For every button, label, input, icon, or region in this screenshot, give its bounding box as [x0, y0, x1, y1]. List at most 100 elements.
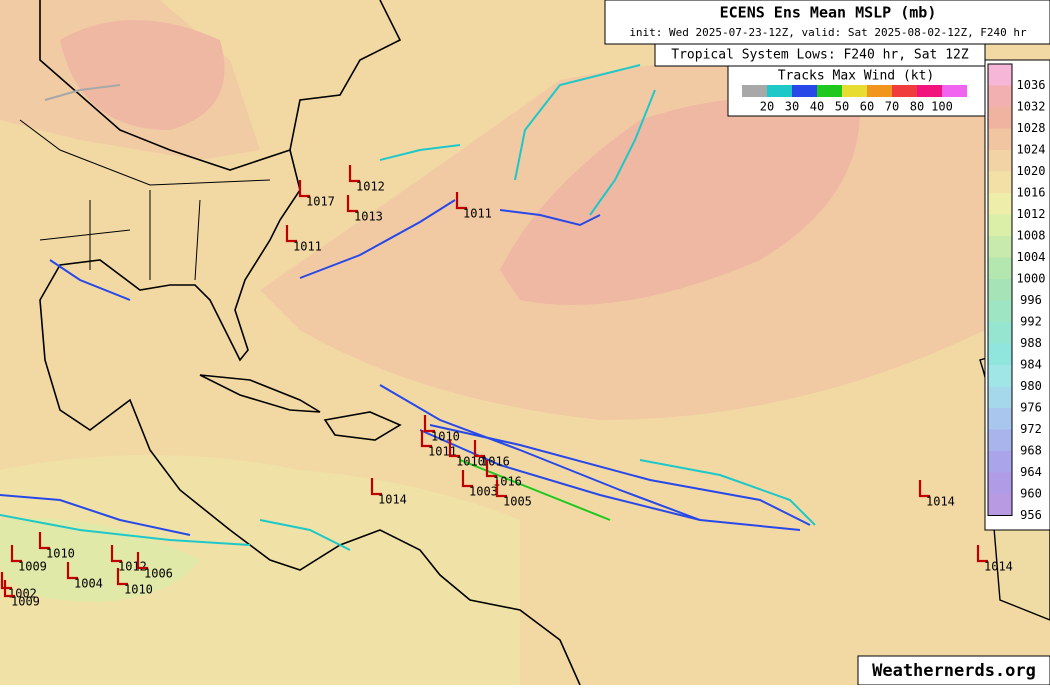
lows: 1012101710131011101110101011101010161016… — [0, 165, 1013, 609]
credit: Weathernerds.org — [872, 661, 1036, 681]
colorbar-swatch — [988, 257, 1012, 279]
wind-label: 100 — [931, 100, 953, 114]
colorbar-swatch — [988, 193, 1012, 215]
low-label: 1010 — [456, 455, 485, 469]
storm-track — [49, 259, 131, 301]
colorbar-label: 1004 — [1017, 250, 1046, 264]
title: ECENS Ens Mean MSLP (mb) — [720, 4, 937, 22]
low-marker — [0, 572, 12, 590]
wind-label: 50 — [835, 100, 849, 114]
storm-track — [0, 494, 191, 536]
colorbar-label: 1024 — [1017, 143, 1046, 157]
storm-track — [499, 209, 601, 227]
wind-legend: 20 30 40 50 60 70 80 100 — [742, 85, 967, 114]
storm-track — [0, 514, 251, 546]
low-label: 1011 — [293, 240, 322, 254]
low-label: 1016 — [481, 455, 510, 469]
storm-track — [379, 144, 461, 161]
pressure-field — [0, 518, 200, 602]
wind-swatch — [867, 85, 892, 97]
low-marker — [298, 180, 310, 198]
colorbar-swatch — [988, 365, 1012, 387]
pressure-field — [0, 455, 520, 685]
storm-track — [429, 424, 811, 526]
colorbar-label: 1028 — [1017, 121, 1046, 135]
wind-label: 80 — [910, 100, 924, 114]
colorbar-label: 1000 — [1017, 272, 1046, 286]
pressure-field — [500, 97, 860, 305]
colorbar-label: 988 — [1020, 336, 1042, 350]
wind-label: 20 — [760, 100, 774, 114]
pressure-field — [60, 20, 225, 130]
subtitle: init: Wed 2025-07-23-12Z, valid: Sat 202… — [629, 26, 1027, 39]
wind-label: 60 — [860, 100, 874, 114]
colorbar-swatch — [988, 343, 1012, 365]
colorbar-label: 968 — [1020, 444, 1042, 458]
colorbar-label: 996 — [1020, 293, 1042, 307]
wind-swatch — [817, 85, 842, 97]
wind-label: 40 — [810, 100, 824, 114]
colorbar-label: 956 — [1020, 508, 1042, 522]
low-marker — [448, 440, 460, 458]
wind-legend-title: Tracks Max Wind (kt) — [778, 69, 935, 84]
low-marker — [473, 440, 485, 458]
low-label: 1009 — [11, 595, 40, 609]
wind-label: 30 — [785, 100, 799, 114]
wind-swatch — [892, 85, 917, 97]
low-label: 1013 — [354, 210, 383, 224]
colorbar-label: 960 — [1020, 487, 1042, 501]
low-label: 1017 — [306, 195, 335, 209]
colorbar-label: 1032 — [1017, 100, 1046, 114]
low-marker — [110, 545, 122, 563]
wind-swatch — [742, 85, 767, 97]
low-label: 1004 — [74, 577, 103, 591]
colorbar-swatch — [988, 214, 1012, 236]
low-marker — [38, 532, 50, 550]
low-label: 1009 — [18, 560, 47, 574]
low-marker — [918, 480, 930, 498]
coastline — [39, 149, 581, 686]
low-marker — [423, 415, 435, 433]
storm-track — [379, 384, 701, 521]
low-label: 1010 — [124, 583, 153, 597]
low-marker — [66, 562, 78, 580]
low-marker — [461, 470, 473, 488]
colorbar-swatch — [988, 322, 1012, 344]
colorbar-swatch — [988, 171, 1012, 193]
storm-track — [259, 519, 351, 551]
colorbar-label: 1016 — [1017, 186, 1046, 200]
colorbar-swatch — [988, 386, 1012, 408]
colorbar-swatch — [988, 128, 1012, 150]
low-marker — [10, 545, 22, 563]
colorbar-label: 1008 — [1017, 229, 1046, 243]
wind-label: 70 — [885, 100, 899, 114]
low-marker — [348, 165, 360, 183]
storm-tracks — [0, 64, 816, 551]
low-label: 1012 — [118, 560, 147, 574]
legend-title: Tropical System Lows: F240 hr, Sat 12Z — [671, 48, 969, 63]
low-marker — [420, 430, 432, 448]
colorbar-label: 1020 — [1017, 164, 1046, 178]
colorbar-swatch — [988, 494, 1012, 516]
low-label: 1012 — [356, 180, 385, 194]
wind-swatch — [942, 85, 967, 97]
colorbar-label: 1036 — [1017, 78, 1046, 92]
low-label: 1005 — [503, 495, 532, 509]
low-marker — [346, 195, 358, 213]
wind-swatch — [767, 85, 792, 97]
colorbar-label: 976 — [1020, 401, 1042, 415]
low-label: 1003 — [469, 485, 498, 499]
colorbar-label: 964 — [1020, 465, 1042, 479]
low-marker — [485, 460, 497, 478]
low-label: 1014 — [926, 495, 955, 509]
colorbar-frame — [987, 63, 1013, 516]
colorbar-swatch — [988, 300, 1012, 322]
storm-track — [44, 84, 121, 101]
low-label: 1011 — [463, 207, 492, 221]
low-label: 1006 — [144, 567, 173, 581]
colorbar-swatch — [988, 429, 1012, 451]
low-marker — [495, 480, 507, 498]
colorbar-swatch — [988, 451, 1012, 473]
low-marker — [455, 192, 467, 210]
low-marker — [370, 478, 382, 496]
